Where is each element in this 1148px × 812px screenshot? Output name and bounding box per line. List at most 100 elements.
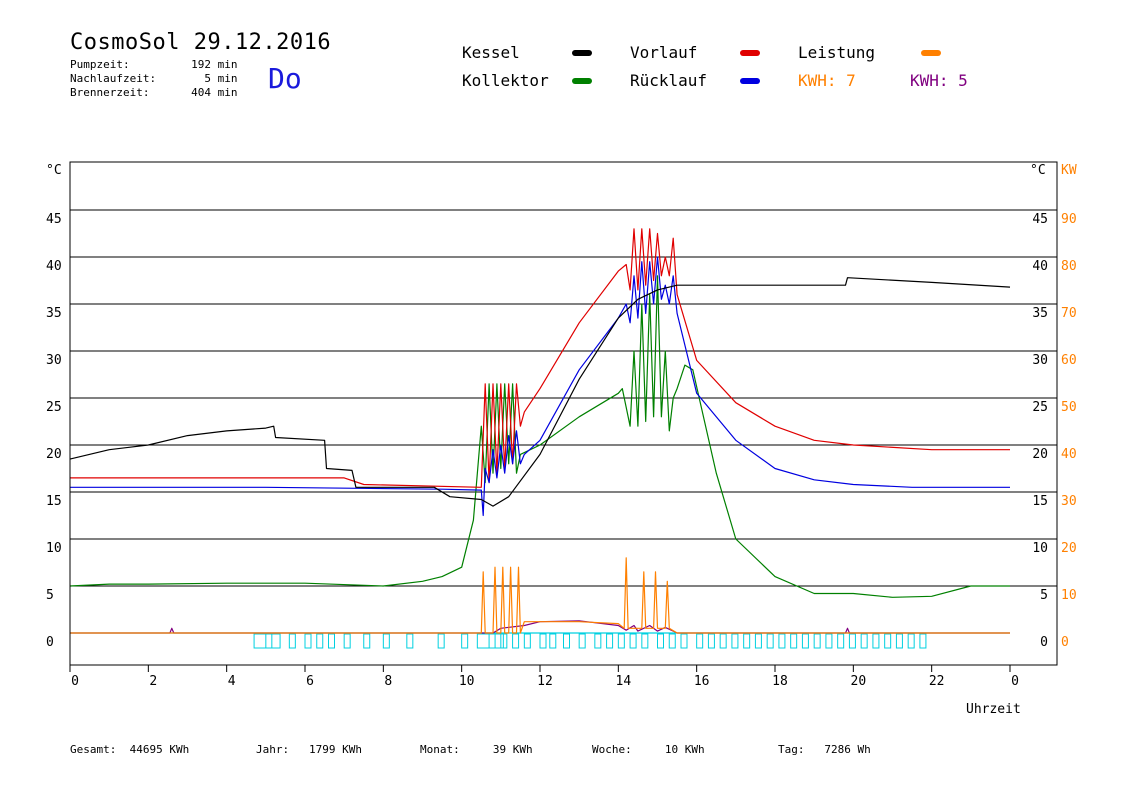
- footer-label: Gesamt:: [70, 743, 117, 756]
- pump-box: [813, 633, 821, 649]
- pump-box: [343, 633, 351, 649]
- pump-box: [668, 633, 676, 649]
- footer-tag: Tag: 7286 Wh: [778, 743, 871, 756]
- pump-box: [437, 633, 445, 649]
- y-tick-right: 45: [1032, 212, 1048, 227]
- y-tick-right: 35: [1032, 306, 1048, 321]
- pump-box: [895, 633, 903, 649]
- y-tick-kw: 50: [1061, 400, 1077, 415]
- pump-box: [801, 633, 809, 649]
- y-tick-right: 30: [1032, 353, 1048, 368]
- info-unit: min: [217, 58, 238, 71]
- plot-frame: [69, 161, 1058, 666]
- pump-box: [606, 633, 614, 649]
- y-tick-kw: 70: [1061, 306, 1077, 321]
- footer-label: Monat:: [420, 743, 460, 756]
- footer-woche: Woche: 10 KWh: [592, 743, 705, 756]
- y-tick-left: 45: [46, 212, 62, 227]
- pump-box: [253, 633, 281, 649]
- pump-box: [594, 633, 602, 649]
- info-value: 192: [191, 58, 211, 71]
- pump-box: [500, 633, 508, 649]
- x-axis-label: Uhrzeit: [966, 702, 1021, 717]
- x-tick-label: 16: [694, 674, 710, 689]
- legend-label-vorlauf: Vorlauf: [630, 43, 698, 62]
- y-tick-right: 40: [1032, 259, 1048, 274]
- pump-box: [680, 633, 688, 649]
- pump-box: [743, 633, 751, 649]
- x-tick-label: 0: [71, 674, 79, 689]
- footer-value: 7286 Wh: [824, 743, 871, 756]
- pump-box: [328, 633, 335, 649]
- info-row-pumpzeit: Pumpzeit: 192 min: [70, 58, 238, 71]
- chart-title: CosmoSol 29.12.2016: [70, 30, 332, 55]
- x-tick-label: 20: [851, 674, 867, 689]
- pump-box: [754, 633, 762, 649]
- pump-box: [837, 633, 845, 649]
- y-tick-right: 10: [1032, 541, 1048, 556]
- pump-box: [872, 633, 880, 649]
- y-tick-kw: 80: [1061, 259, 1077, 274]
- pump-box: [919, 633, 927, 649]
- weekday-label: Do: [268, 62, 302, 95]
- legend-swatch-kollektor: [572, 78, 592, 84]
- kwh-orange-label: KWH: 7: [798, 71, 856, 90]
- pump-box: [731, 633, 739, 649]
- info-label: Pumpzeit:: [70, 58, 130, 71]
- y-tick-left: 25: [46, 400, 62, 415]
- pump-box: [539, 633, 547, 649]
- kwh-purple-label: KWH: 5: [910, 71, 968, 90]
- legend-label-leistung: Leistung: [798, 43, 876, 62]
- pump-box: [476, 633, 504, 649]
- pump-indicator-boxes: [253, 633, 927, 649]
- pump-box: [363, 633, 371, 649]
- footer-value: 10 KWh: [664, 743, 705, 756]
- pump-box: [617, 633, 625, 649]
- pump-box: [657, 633, 664, 649]
- pump-box: [304, 633, 312, 649]
- info-unit: min: [217, 72, 238, 85]
- series-line-kessel: [69, 277, 1011, 507]
- series-line-rcklauf: [70, 256, 1010, 517]
- footer-value: 44695 KWh: [129, 743, 190, 756]
- footer-monat: Monat: 39 KWh: [420, 743, 533, 756]
- pump-box: [778, 633, 786, 649]
- pump-box: [523, 633, 531, 649]
- y-tick-kw: 60: [1061, 353, 1077, 368]
- legend-swatch-leistung: [921, 50, 941, 56]
- y-tick-left: 20: [46, 447, 62, 462]
- y-tick-kw: 90: [1061, 212, 1077, 227]
- legend-label-kollektor: Kollektor: [462, 71, 549, 90]
- info-unit: min: [217, 86, 238, 99]
- footer-value: 39 KWh: [492, 743, 533, 756]
- series-line: [70, 620, 1010, 634]
- pump-box: [766, 633, 774, 649]
- x-tick-label: 8: [384, 674, 392, 689]
- pump-box: [488, 633, 496, 649]
- info-value: 404: [191, 86, 211, 99]
- pump-box: [884, 633, 892, 649]
- pump-box: [860, 633, 868, 649]
- x-tick-label: 4: [228, 674, 236, 689]
- footer-label: Jahr:: [256, 743, 290, 756]
- pump-box: [316, 633, 324, 649]
- info-row-brennerzeit: Brennerzeit: 404 min: [70, 86, 238, 99]
- y-tick-kw: 10: [1061, 588, 1077, 603]
- y-tick-left: 15: [46, 494, 62, 509]
- pump-box: [641, 633, 649, 649]
- y-tick-right: 0: [1040, 635, 1048, 650]
- series-line-kollektor: [69, 275, 1010, 598]
- pump-box: [629, 633, 637, 649]
- y-tick-left: 35: [46, 306, 62, 321]
- info-value: 5: [204, 72, 211, 85]
- y-tick-right: 25: [1032, 400, 1048, 415]
- y-tick-kw: 0: [1061, 635, 1069, 650]
- series-line-vorlauf: [70, 228, 1010, 488]
- legend-label-ruecklauf: Rücklauf: [630, 71, 708, 90]
- y-tick-left: 30: [46, 353, 62, 368]
- pump-box: [719, 633, 727, 649]
- grid-lines: [70, 209, 1057, 634]
- series-lines: [69, 228, 1011, 634]
